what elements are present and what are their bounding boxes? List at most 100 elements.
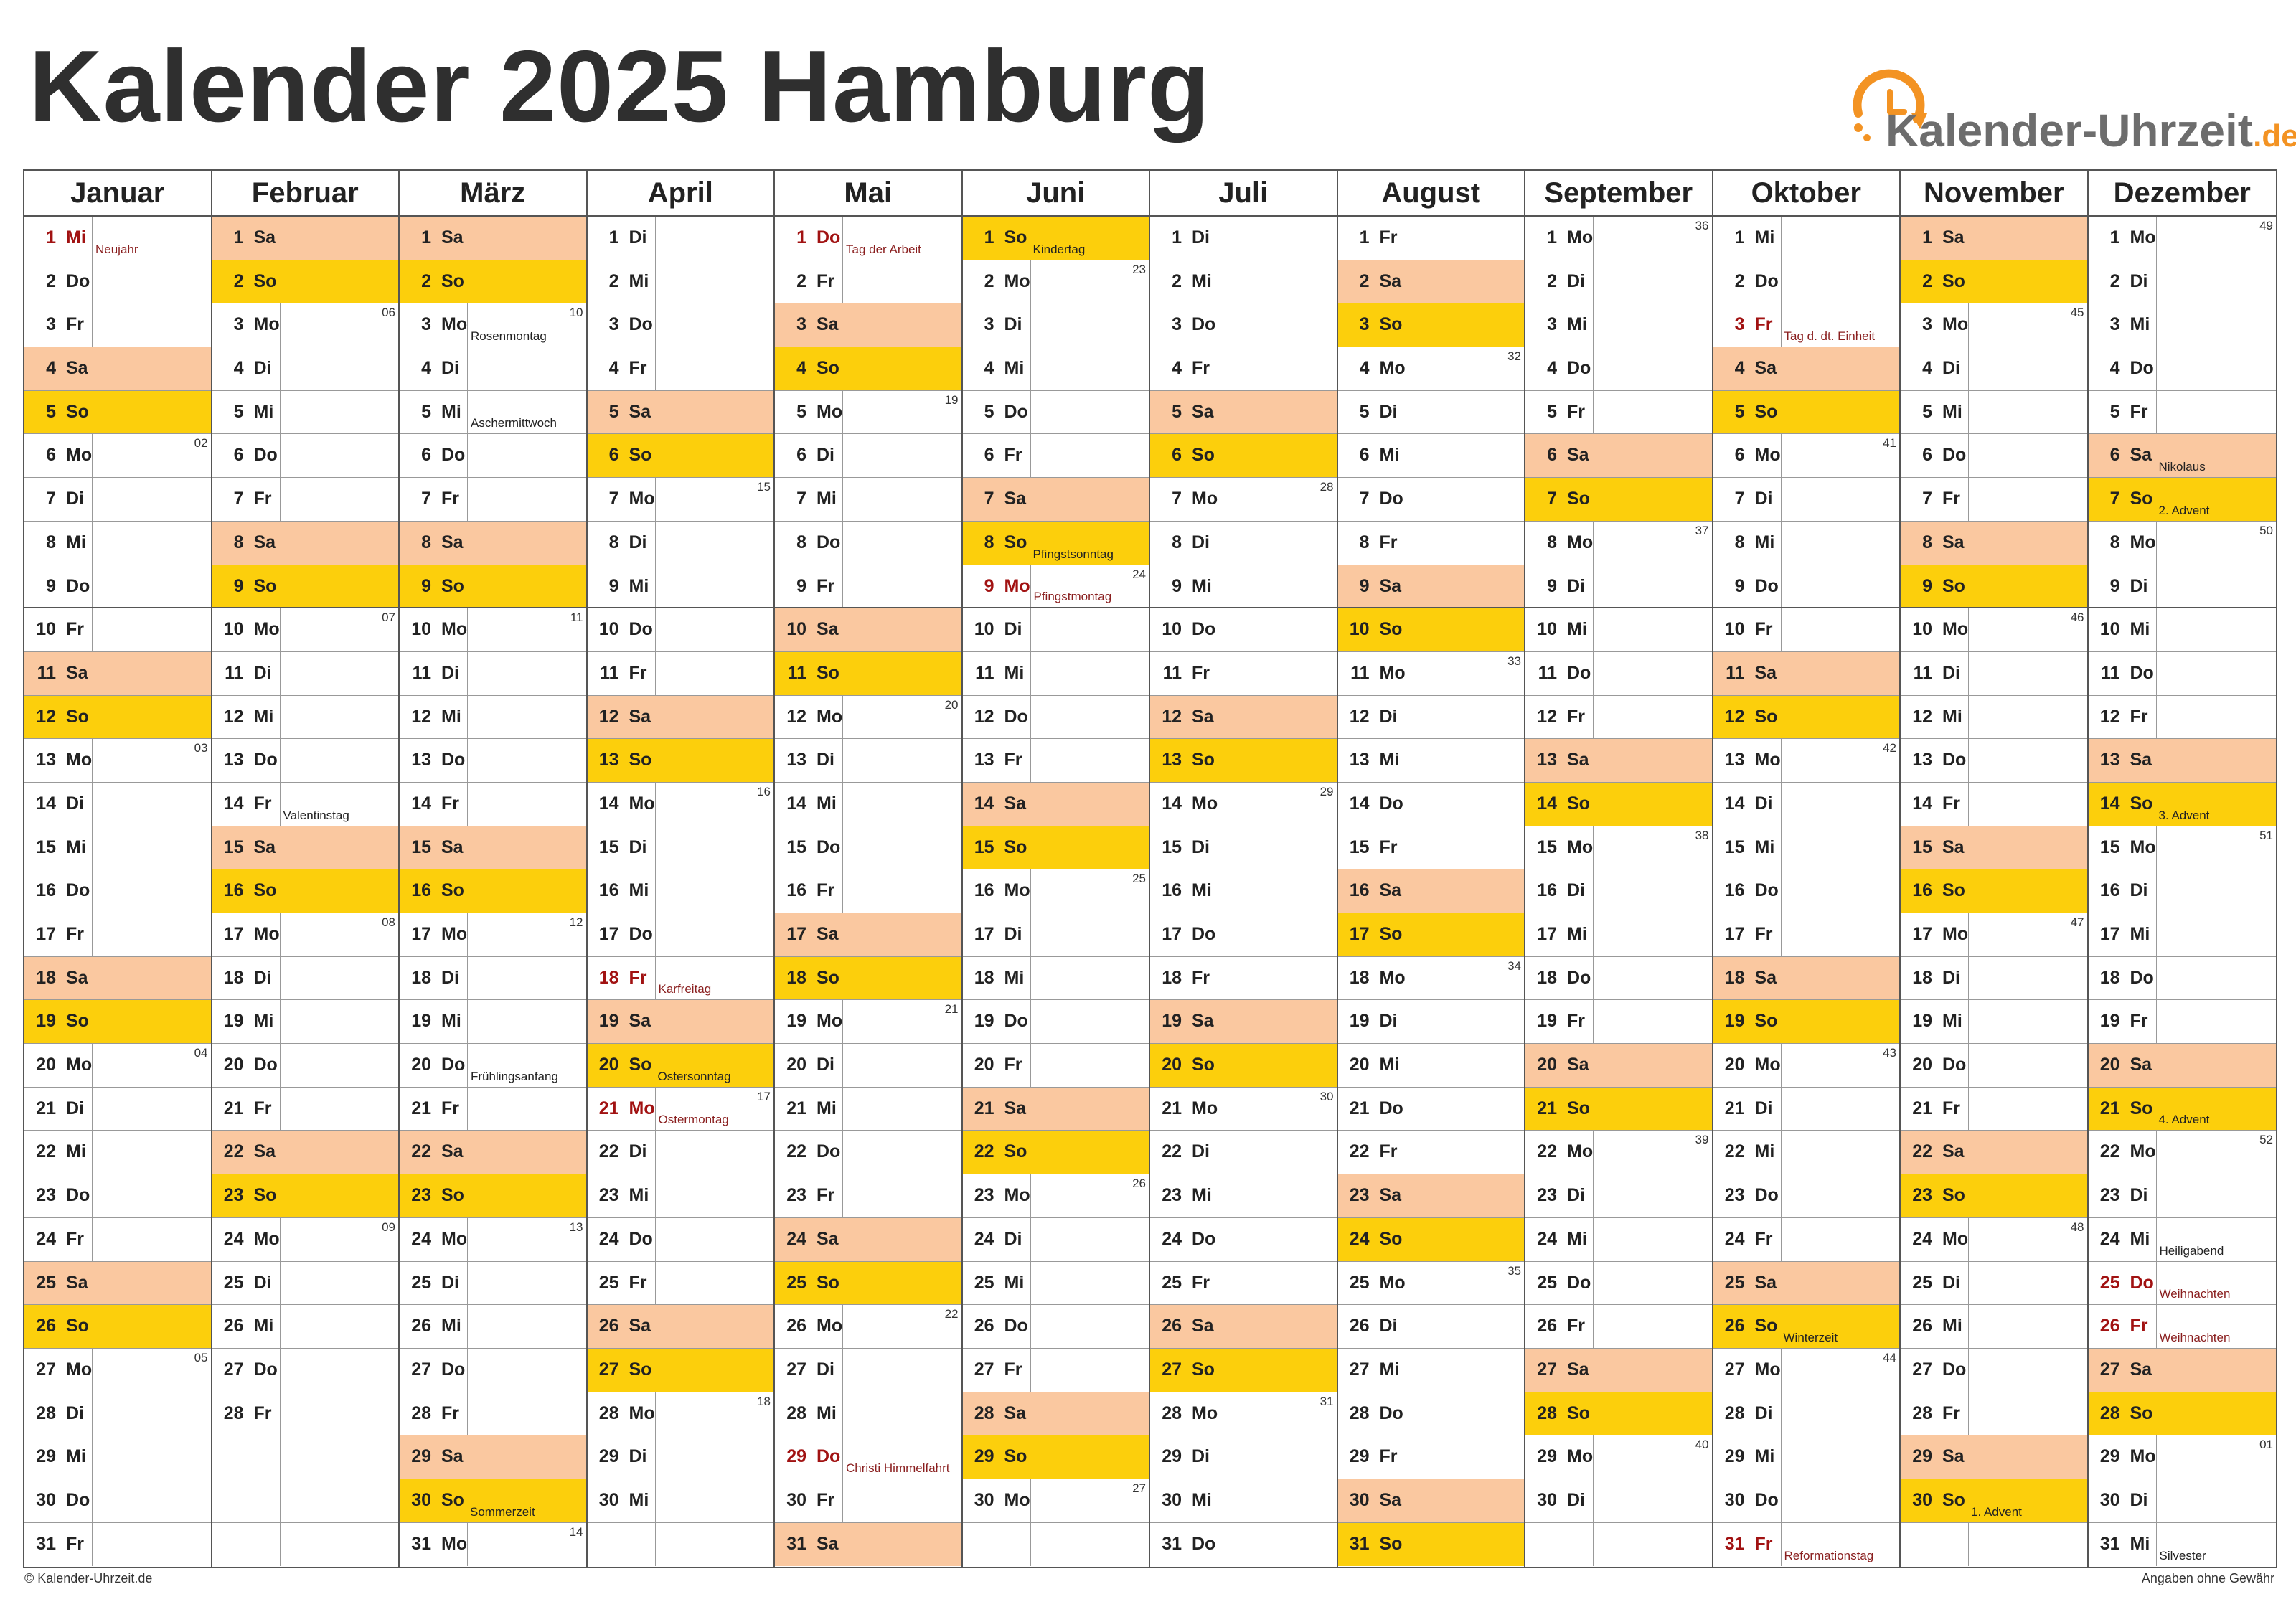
day-cell: 13 Mi (1337, 739, 1524, 783)
day-cell: 9 Di (1525, 565, 1712, 609)
weekday-label: Di (1379, 401, 1398, 422)
weekday-label: Mi (1567, 619, 1587, 640)
note-area (279, 478, 399, 521)
note-area (1780, 826, 1900, 869)
note-area: 23 (1030, 260, 1149, 303)
day-cell: 19 So (24, 1000, 211, 1045)
note-area: 52 (2155, 1131, 2277, 1174)
day-number: 4 (608, 358, 619, 379)
day-number: 18 (411, 967, 431, 988)
note-area: Kindertag (1030, 217, 1149, 260)
day-number: 11 (2101, 662, 2120, 683)
day-number: 1 (1547, 227, 1557, 248)
month-column: November 1 Sa 2 So 3 Mo 45 4 Di 5 Mi 6 Do 7 Fr 8 Sa 9 So 10 M… (1901, 171, 2089, 1567)
day-cell: 5 Fr (1525, 390, 1712, 435)
note-area (1593, 347, 1712, 390)
day-number: 7 (608, 489, 619, 509)
month-header: November (1901, 171, 2087, 217)
day-number: 10 (974, 619, 994, 640)
logo[interactable]: Kalender-Uhrzeit.de (1837, 57, 2296, 165)
day-cell: 22 Mi (24, 1131, 211, 1175)
weekday-label: Di (2130, 270, 2148, 291)
note-area: 40 (1593, 1436, 1712, 1479)
day-cell: 18 Di (1901, 956, 2087, 1001)
day-number: 23 (974, 1185, 994, 1206)
day-number: 21 (411, 1098, 431, 1118)
weekday-label: Fr (1004, 445, 1022, 466)
day-number: 25 (1162, 1272, 1182, 1293)
day-number: 12 (1724, 706, 1745, 727)
day-number: 18 (786, 967, 806, 988)
day-number: 22 (2099, 1141, 2120, 1162)
weekday-label: Fr (629, 967, 647, 988)
week-number: 04 (194, 1046, 208, 1060)
week-number: 18 (757, 1394, 771, 1408)
note-area (92, 782, 211, 826)
day-number: 21 (786, 1098, 806, 1118)
weekday-label: Do (629, 924, 653, 944)
day-number: 2 (421, 270, 431, 291)
note-area (1405, 695, 1525, 739)
note-area (92, 347, 211, 390)
note-area (1593, 303, 1712, 347)
weekday-label: Sa (1004, 793, 1027, 814)
event-label: Frühlingsanfang (471, 1069, 558, 1083)
day-number: 27 (2099, 1359, 2120, 1380)
day-number: 27 (1724, 1359, 1745, 1380)
day-cell: 17 Do (587, 913, 773, 957)
weekday-label: So (817, 358, 839, 379)
day-number: 20 (2099, 1055, 2120, 1075)
weekday-label: Sa (1379, 1185, 1402, 1206)
day-cell: 15 Mo 51 (2088, 826, 2276, 870)
note-area (92, 957, 211, 1000)
weekday-label: Di (1004, 619, 1022, 640)
note-area (654, 651, 774, 695)
day-number: 2 (1922, 270, 1932, 291)
weekday-label: So (441, 1489, 464, 1510)
weekday-label: Di (2130, 880, 2148, 901)
note-area: 04 (92, 1044, 211, 1087)
note-area (842, 1262, 961, 1305)
day-cell: 9 Do (1713, 565, 1899, 609)
note-area (842, 1479, 961, 1522)
note-area (1593, 1000, 1712, 1044)
note-area: 29 (1218, 782, 1337, 826)
day-cell: 28 Di (24, 1392, 211, 1436)
day-number: 15 (1162, 836, 1182, 857)
weekday-label: Sa (2130, 1055, 2152, 1075)
empty-number (1901, 1523, 1932, 1567)
day-number: 2 (984, 270, 994, 291)
weekday-label: Do (1754, 575, 1779, 596)
weekday-label: Mi (1379, 445, 1400, 466)
weekday-label: Fr (817, 575, 834, 596)
weekday-label: So (2130, 1402, 2153, 1423)
week-number: 47 (2070, 915, 2084, 929)
note-area (1030, 826, 1149, 869)
note-area: Valentinstag (279, 782, 399, 826)
note-area (1593, 651, 1712, 695)
note-area: Aschermittwoch (467, 390, 586, 434)
day-number: 10 (1537, 619, 1557, 640)
note-area: 19 (842, 390, 961, 434)
day-number: 3 (1547, 314, 1557, 335)
note-area (2155, 390, 2277, 434)
day-number: 8 (1734, 532, 1745, 552)
note-area (842, 478, 961, 521)
day-cell: 6 Do (1901, 434, 2087, 478)
day-number: 29 (1162, 1446, 1182, 1467)
weekday-label: Di (2130, 575, 2148, 596)
day-cell: 8 Mo 37 (1525, 521, 1712, 565)
note-area (1593, 739, 1712, 782)
weekday-label: Sa (1942, 1141, 1965, 1162)
day-number: 3 (984, 314, 994, 335)
day-number: 5 (421, 401, 431, 422)
note-area (92, 391, 211, 434)
weekday-label: Di (253, 358, 272, 379)
weekday-label: Di (817, 750, 834, 770)
note-area (279, 956, 399, 1000)
day-cell: 10 Fr (1713, 608, 1899, 652)
day-number: 22 (1537, 1141, 1557, 1162)
day-number: 25 (223, 1272, 244, 1293)
note-area (842, 608, 961, 651)
day-cell: 28 Sa (962, 1392, 1149, 1436)
